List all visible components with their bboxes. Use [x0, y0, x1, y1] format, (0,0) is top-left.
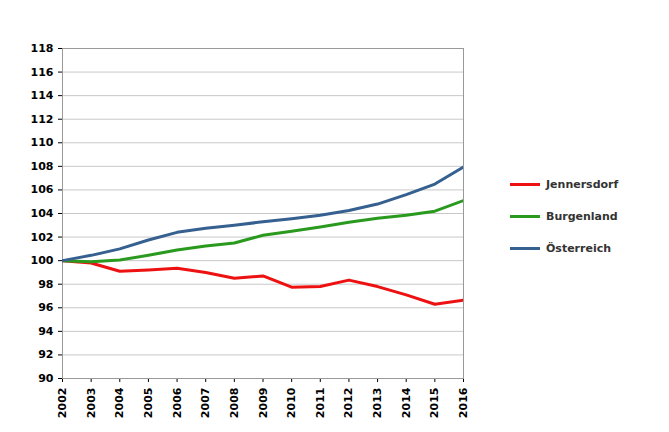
svg-text:2007: 2007: [199, 388, 212, 419]
svg-text:104: 104: [31, 207, 54, 220]
svg-text:2003: 2003: [85, 388, 98, 419]
svg-text:94: 94: [38, 325, 54, 338]
svg-text:98: 98: [38, 278, 53, 291]
svg-text:102: 102: [31, 231, 54, 244]
svg-text:110: 110: [31, 136, 54, 149]
svg-text:2014: 2014: [400, 387, 413, 418]
svg-text:90: 90: [38, 372, 54, 385]
svg-text:96: 96: [38, 301, 54, 314]
svg-text:2005: 2005: [142, 388, 155, 419]
svg-text:114: 114: [31, 89, 54, 102]
svg-text:118: 118: [31, 42, 54, 55]
svg-text:112: 112: [31, 113, 54, 126]
svg-text:2012: 2012: [342, 388, 355, 419]
svg-text:106: 106: [31, 183, 54, 196]
svg-text:100: 100: [31, 254, 54, 267]
html-text:Burgenland: Burgenland: [546, 209, 618, 223]
html-text:Österreich: Österreich: [546, 241, 612, 255]
svg-text:2006: 2006: [171, 387, 184, 418]
svg-text:2011: 2011: [314, 388, 327, 419]
svg-text:2013: 2013: [371, 388, 384, 419]
svg-text:116: 116: [31, 66, 54, 79]
svg-text:2009: 2009: [257, 388, 270, 419]
svg-text:2010: 2010: [285, 387, 298, 418]
svg-text:2004: 2004: [113, 387, 126, 418]
svg-text:2016: 2016: [457, 387, 470, 418]
svg-text:2015: 2015: [428, 388, 441, 419]
svg-text:108: 108: [31, 160, 54, 173]
svg-text:2008: 2008: [228, 388, 241, 419]
svg-text:92: 92: [38, 348, 53, 361]
html-text:Jennersdorf: Jennersdorf: [546, 177, 619, 191]
svg-text:2002: 2002: [56, 388, 69, 419]
